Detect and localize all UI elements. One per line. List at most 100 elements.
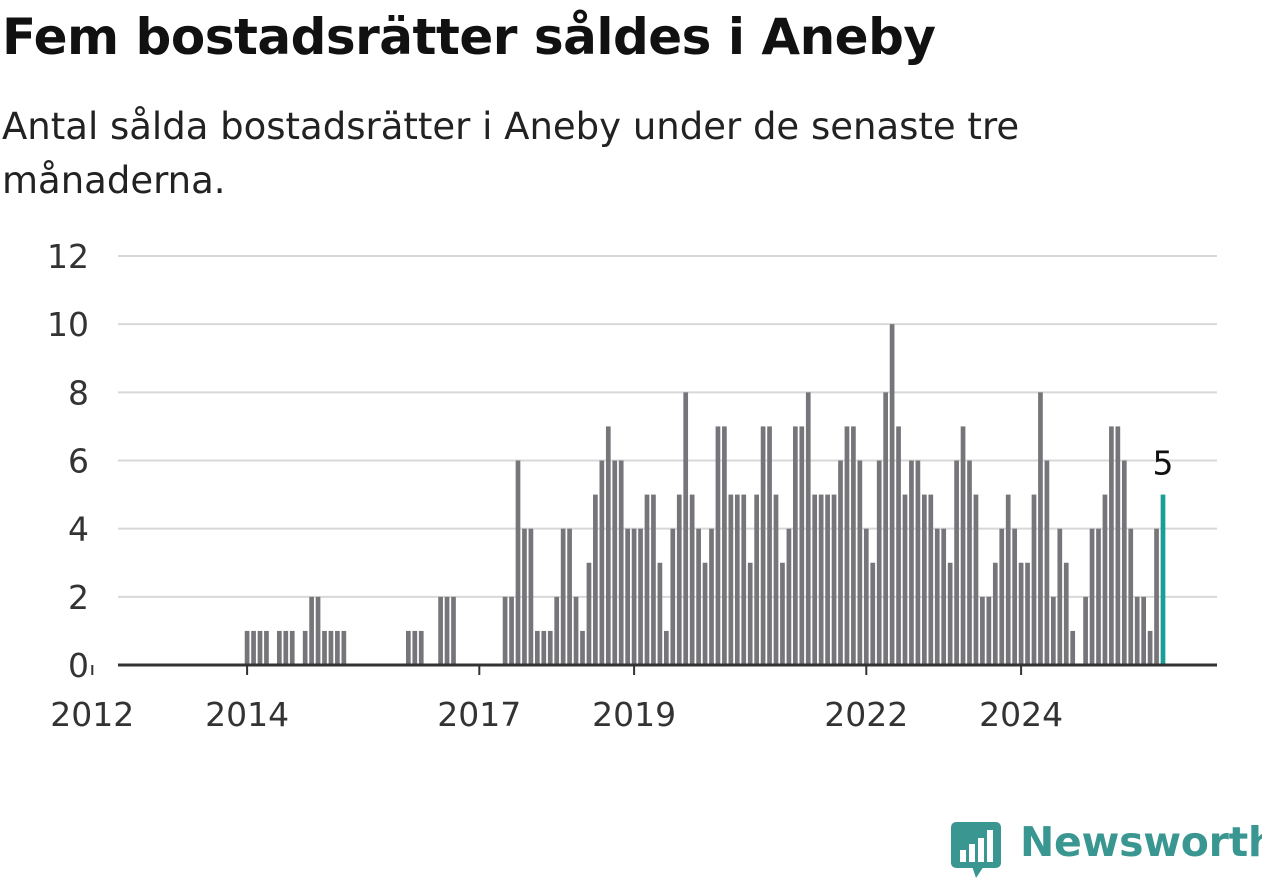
bar xyxy=(418,630,424,665)
newsworthy-logo-text: Newsworthy xyxy=(1020,818,1262,866)
bar xyxy=(967,460,972,665)
y-tick-labels: 0 2 4 6 8 10 12 xyxy=(47,237,89,685)
bar xyxy=(1154,528,1159,665)
bar xyxy=(612,460,618,665)
bar xyxy=(618,460,624,665)
bar xyxy=(593,494,598,665)
bar xyxy=(889,324,895,665)
bar xyxy=(986,596,992,665)
bar xyxy=(870,562,876,665)
bar xyxy=(451,596,456,665)
bar xyxy=(444,596,450,665)
bar xyxy=(586,562,592,665)
bar xyxy=(315,596,321,665)
bar xyxy=(883,392,888,665)
bar xyxy=(960,426,966,665)
bar xyxy=(786,528,792,665)
chart-title: Fem bostadsrätter såldes i Aneby xyxy=(2,8,936,66)
bar xyxy=(715,426,721,665)
x-tick-label: 2024 xyxy=(979,695,1063,734)
bar xyxy=(535,630,540,665)
bar xyxy=(1063,562,1069,665)
bar xyxy=(1102,494,1108,665)
chart-subtitle: Antal sålda bostadsrätter i Aneby under … xyxy=(2,105,1020,202)
bars xyxy=(244,324,1166,665)
bar xyxy=(722,426,727,665)
bar xyxy=(773,494,779,665)
x-tick-labels: 2012 2014 2017 2019 2022 2024 xyxy=(50,665,1063,734)
bar xyxy=(644,494,650,665)
bar xyxy=(1083,596,1088,665)
bar xyxy=(902,494,908,665)
highlight-value-label: 5 xyxy=(1153,444,1174,483)
bar xyxy=(651,494,656,665)
bar xyxy=(954,460,959,665)
bar xyxy=(709,528,714,665)
bar xyxy=(631,528,637,665)
x-tick-label: 2019 xyxy=(592,695,676,734)
bar xyxy=(941,528,947,665)
x-tick-label: 2022 xyxy=(824,695,908,734)
y-tick-label: 12 xyxy=(47,237,89,276)
bar xyxy=(528,528,534,665)
bar xyxy=(670,528,676,665)
newsworthy-logo-icon xyxy=(951,822,1001,878)
bar xyxy=(438,596,443,665)
y-tick-label: 4 xyxy=(68,510,89,549)
bar xyxy=(812,494,818,665)
x-tick-label: 2012 xyxy=(50,695,134,734)
newsworthy-logo: Newsworthy xyxy=(950,818,1262,880)
bar xyxy=(934,528,940,665)
bar xyxy=(909,460,914,665)
bar xyxy=(818,494,824,665)
bar xyxy=(1147,630,1153,665)
bar xyxy=(980,596,985,665)
bar xyxy=(328,630,334,665)
bar xyxy=(1115,426,1121,665)
bar xyxy=(1057,528,1063,665)
bar xyxy=(896,426,901,665)
bar xyxy=(973,494,979,665)
bar xyxy=(412,630,418,665)
bar xyxy=(1038,392,1043,665)
bar xyxy=(676,494,682,665)
bar xyxy=(799,426,805,665)
bar xyxy=(747,562,753,665)
bar xyxy=(605,426,611,665)
bar xyxy=(1121,460,1127,665)
y-tick-label: 8 xyxy=(68,373,89,412)
bar xyxy=(1089,528,1095,665)
bar xyxy=(541,630,547,665)
bar xyxy=(335,630,340,665)
bar xyxy=(1018,562,1024,665)
bar xyxy=(683,392,689,665)
bar xyxy=(696,528,701,665)
bar xyxy=(831,494,837,665)
bar xyxy=(560,528,566,665)
y-tick-label: 2 xyxy=(68,578,89,617)
bar xyxy=(947,562,953,665)
bar xyxy=(767,426,772,665)
x-tick-label: 2014 xyxy=(205,695,289,734)
bar xyxy=(657,562,663,665)
bar xyxy=(1096,528,1101,665)
bar xyxy=(322,630,327,665)
bar xyxy=(309,596,314,665)
bar xyxy=(1141,596,1146,665)
bar xyxy=(257,630,263,665)
bar xyxy=(509,596,514,665)
bar xyxy=(341,630,347,665)
bar xyxy=(728,494,734,665)
bar xyxy=(793,426,798,665)
bar xyxy=(863,528,869,665)
bar xyxy=(547,630,553,665)
bar xyxy=(251,630,256,665)
y-tick-label: 10 xyxy=(47,305,89,344)
bar xyxy=(702,562,708,665)
bar xyxy=(1005,494,1011,665)
bar xyxy=(1070,630,1076,665)
bar xyxy=(1128,528,1134,665)
bar xyxy=(664,630,669,665)
bar xyxy=(1051,596,1056,665)
